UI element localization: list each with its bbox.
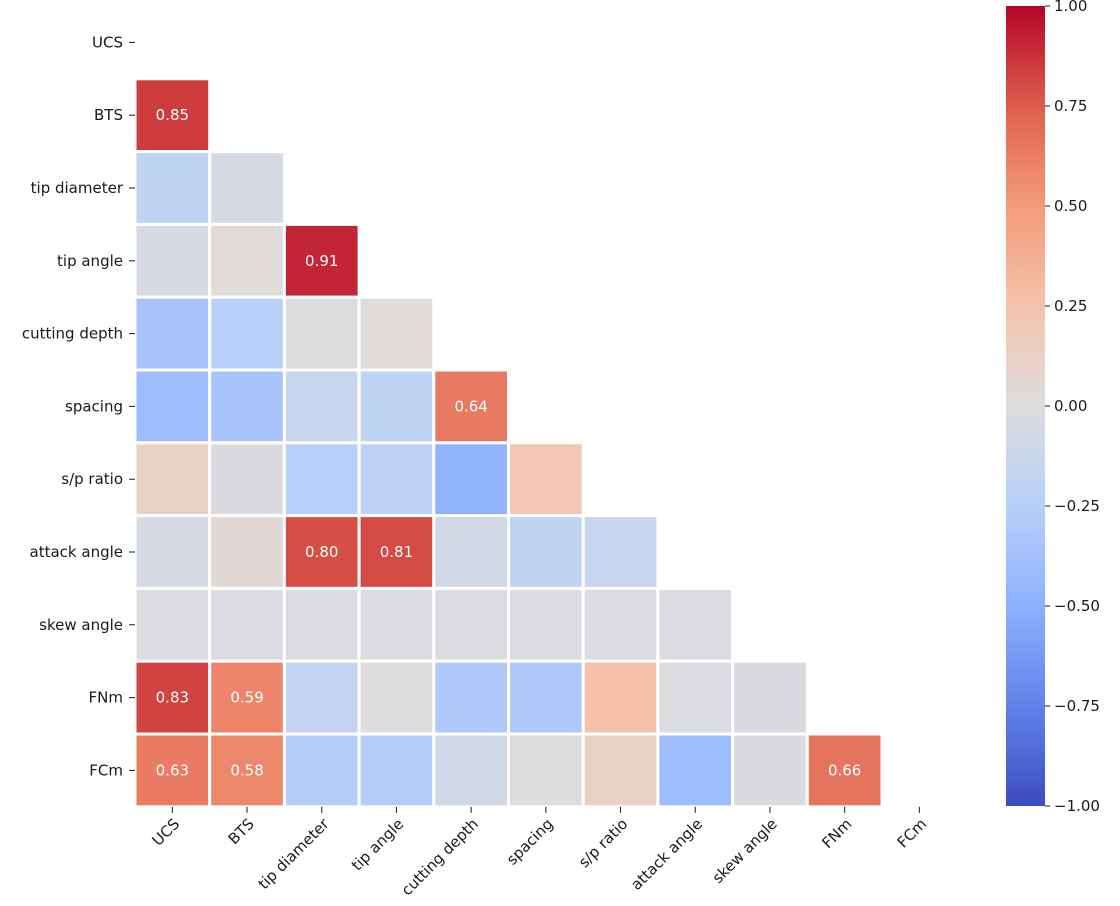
heatmap-cell xyxy=(208,150,286,226)
colorbar-tick-label: −0.75 xyxy=(1054,697,1100,715)
x-tick-label: FCm xyxy=(894,815,931,852)
x-tick-label: attack angle xyxy=(627,815,706,894)
cell-value-label: 0.85 xyxy=(156,106,189,124)
heatmap-cell xyxy=(133,150,212,226)
x-tick-label: FNm xyxy=(818,815,855,852)
y-tick-label: cutting depth xyxy=(22,325,123,343)
heatmap-cell xyxy=(282,659,361,736)
heatmap-cell xyxy=(656,659,735,736)
heatmap-cell xyxy=(432,659,510,736)
colorbar-ticks: −1.00 −0.75 −0.50 −0.25 0.00 0.25 0.50 0.75 1.00 xyxy=(1045,0,1100,815)
heatmap-cell xyxy=(357,295,436,372)
heatmap-cell xyxy=(133,441,212,518)
heatmap-cell xyxy=(133,368,212,445)
heatmap-cell xyxy=(581,659,660,736)
colorbar-tick-label: 1.00 xyxy=(1054,0,1087,15)
colorbar-tick-label: 0.50 xyxy=(1054,197,1087,215)
x-tick-label: UCS xyxy=(149,815,184,850)
colorbar-tick-label: −1.00 xyxy=(1054,797,1100,815)
cell-value-label: 0.58 xyxy=(230,761,263,779)
heatmap-cell xyxy=(507,514,585,590)
heatmap-cell xyxy=(133,295,212,372)
y-tick-label: tip angle xyxy=(57,252,123,270)
heatmap-cell xyxy=(507,659,585,736)
cell-value-label: 0.83 xyxy=(156,689,189,707)
cell-value-label: 0.64 xyxy=(454,397,487,415)
heatmap-cell xyxy=(208,441,286,518)
cell-value-label: 0.66 xyxy=(828,761,861,779)
colorbar: −1.00 −0.75 −0.50 −0.25 0.00 0.25 0.50 0.75 1.00 xyxy=(1006,0,1100,815)
cell-value-label: 0.91 xyxy=(305,252,338,270)
y-tick-label: UCS xyxy=(92,33,123,51)
heatmap-cell xyxy=(208,222,286,299)
heatmap-cell xyxy=(357,659,436,736)
heatmap-cell xyxy=(208,295,286,372)
heatmap-cell xyxy=(507,586,585,663)
heatmap-cell xyxy=(208,514,286,590)
y-tick-label: FNm xyxy=(89,689,123,707)
x-tick-label: BTS xyxy=(225,815,258,848)
colorbar-gradient xyxy=(1006,6,1045,806)
heatmap-cell xyxy=(432,514,510,590)
heatmap-cell xyxy=(581,514,660,590)
heatmap-cell xyxy=(208,368,286,445)
heatmap-cell xyxy=(731,659,809,736)
x-tick-label: tip angle xyxy=(348,815,407,874)
heatmap-cell xyxy=(282,441,361,518)
heatmap-cell xyxy=(282,368,361,445)
heatmap-cell xyxy=(282,732,361,809)
heatmap-cell xyxy=(805,732,884,809)
heatmap-cell xyxy=(357,732,436,809)
colorbar-tick-label: 0.00 xyxy=(1054,397,1087,415)
cell-value-label: 0.80 xyxy=(305,543,338,561)
heatmap-cell xyxy=(581,586,660,663)
heatmap-cell xyxy=(507,732,585,809)
colorbar-tick-label: −0.25 xyxy=(1054,497,1100,515)
y-tick-label: BTS xyxy=(94,106,123,124)
heatmap-cell xyxy=(432,586,510,663)
heatmap-cells: 0.85 0.91 0.64 0.80 0.81 0.83 0.59 0.63 0.58 0.66 xyxy=(133,77,884,809)
heatmap-cell xyxy=(731,732,809,809)
heatmap-cell xyxy=(507,441,585,518)
y-tick-label: FCm xyxy=(89,761,123,779)
heatmap-cell xyxy=(282,586,361,663)
heatmap-cell xyxy=(656,586,735,663)
heatmap-cell xyxy=(133,586,212,663)
heatmap-cell xyxy=(432,441,510,518)
x-tick-label: spacing xyxy=(503,815,557,869)
y-tick-label: tip diameter xyxy=(31,179,124,197)
cell-value-label: 0.59 xyxy=(230,689,263,707)
heatmap-cell xyxy=(357,586,436,663)
heatmap-cell xyxy=(656,732,735,809)
y-tick-label: spacing xyxy=(65,397,123,415)
colorbar-tick-label: −0.50 xyxy=(1054,597,1100,615)
colorbar-tick-label: 0.25 xyxy=(1054,297,1087,315)
heatmap-cell xyxy=(282,295,361,372)
heatmap-cell xyxy=(133,222,212,299)
heatmap-cell xyxy=(208,586,286,663)
heatmap-cell xyxy=(133,514,212,590)
cell-value-label: 0.63 xyxy=(156,761,189,779)
cell-value-label: 0.81 xyxy=(380,543,413,561)
heatmap-cell xyxy=(357,441,436,518)
heatmap-cell xyxy=(581,732,660,809)
y-axis-labels: UCS BTS tip diameter tip angle cutting depth… xyxy=(22,33,135,779)
y-tick-label: s/p ratio xyxy=(61,470,123,488)
colorbar-tick-label: 0.75 xyxy=(1054,97,1087,115)
y-tick-label: skew angle xyxy=(39,616,123,634)
x-tick-label: s/p ratio xyxy=(575,815,631,871)
y-tick-label: attack angle xyxy=(30,543,123,561)
x-tick-label: cutting depth xyxy=(398,815,482,899)
heatmap-cell xyxy=(432,732,510,809)
heatmap-cell xyxy=(357,368,436,445)
x-tick-label: tip diameter xyxy=(255,814,334,893)
x-tick-label: skew angle xyxy=(709,815,781,887)
